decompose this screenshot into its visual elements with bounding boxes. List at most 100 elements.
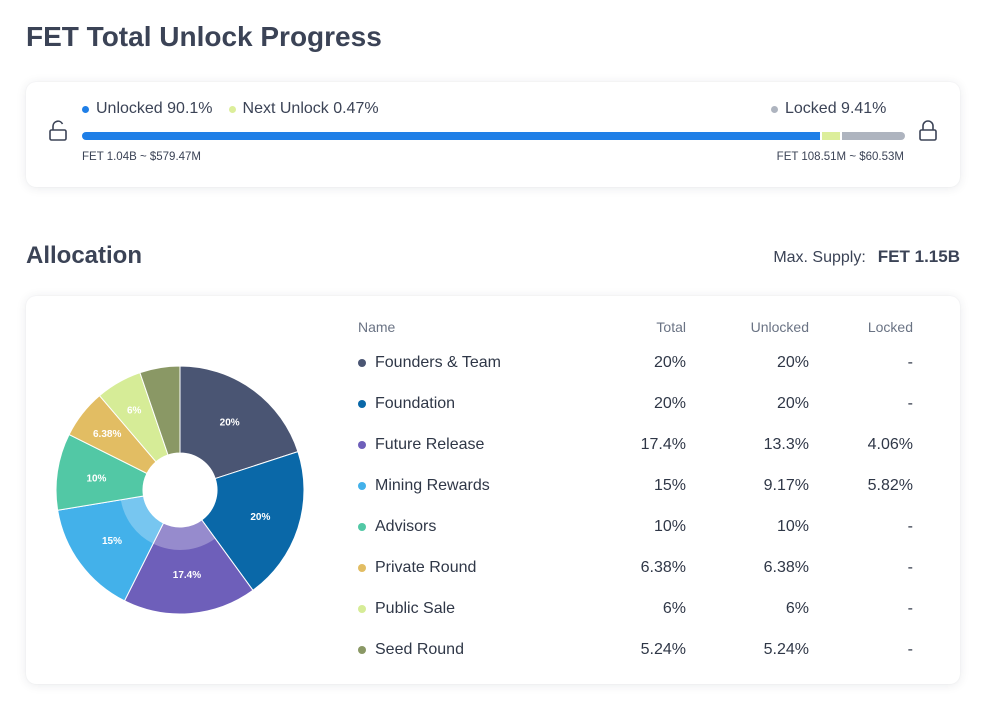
table-row[interactable]: Mining Rewards 15% 9.17% 5.82% xyxy=(358,465,918,506)
pie-locked-band xyxy=(120,496,164,544)
pie-slice-future-release[interactable] xyxy=(123,519,254,615)
row-name: Future Release xyxy=(375,435,485,453)
unlocked-amount: FET 1.04B ~ $579.47M xyxy=(82,151,202,163)
row-locked: 4.06% xyxy=(867,435,913,453)
row-name: Advisors xyxy=(375,517,437,535)
legend-unlocked-label: Unlocked 90.1% xyxy=(96,100,213,117)
pie-slice-mining-rewards[interactable] xyxy=(57,495,165,602)
color-swatch xyxy=(358,399,366,408)
table-row[interactable]: Private Round 6.38% 6.38% - xyxy=(358,547,918,588)
row-unlocked: 6% xyxy=(785,599,809,617)
row-name-cell: Private Round xyxy=(358,559,618,577)
unlock-progress-bar xyxy=(82,132,905,140)
table-row[interactable]: Advisors 10% 10% - xyxy=(358,506,918,547)
row-total: 6.38% xyxy=(640,558,686,576)
color-swatch xyxy=(358,563,366,572)
row-total: 17.4% xyxy=(640,435,686,453)
row-name-cell: Seed Round xyxy=(358,641,618,659)
color-swatch xyxy=(358,522,366,531)
row-total: 20% xyxy=(653,353,686,371)
locked-segment xyxy=(841,132,905,140)
color-swatch xyxy=(358,604,366,613)
row-locked: - xyxy=(907,353,913,371)
legend-locked: Locked 9.41% xyxy=(771,100,886,118)
color-swatch xyxy=(358,481,366,490)
row-unlocked: 20% xyxy=(776,394,809,412)
table-row[interactable]: Founders & Team 20% 20% - xyxy=(358,342,918,383)
table-row[interactable]: Public Sale 6% 6% - xyxy=(358,588,918,629)
progress-legend: Unlocked 90.1% Next Unlock 0.47% xyxy=(82,100,395,118)
row-total: 5.24% xyxy=(640,640,686,658)
allocation-table: Name Total Unlocked Locked Founders & Te… xyxy=(358,316,918,670)
row-total: 15% xyxy=(653,476,686,494)
table-row[interactable]: Foundation 20% 20% - xyxy=(358,383,918,424)
row-locked: 5.82% xyxy=(867,476,913,494)
unlocked-dot xyxy=(82,105,89,113)
row-total: 20% xyxy=(653,394,686,412)
row-total: 6% xyxy=(662,599,686,617)
header-unlocked: Unlocked xyxy=(750,319,809,335)
row-locked: - xyxy=(907,517,913,535)
row-total: 10% xyxy=(653,517,686,535)
legend-next-unlock-label: Next Unlock 0.47% xyxy=(242,100,379,117)
header-locked: Locked xyxy=(867,319,913,335)
locked-dot xyxy=(771,105,778,113)
progress-legend-locked: Locked 9.41% xyxy=(771,100,902,118)
unlocked-segment xyxy=(82,132,820,140)
pie-slice-foundation[interactable] xyxy=(201,451,305,591)
row-name-cell: Foundation xyxy=(358,395,618,413)
max-supply-label: Max. Supply: xyxy=(773,249,866,266)
pie-data-label: 6% xyxy=(127,406,142,417)
legend-next-unlock: Next Unlock 0.47% xyxy=(228,100,379,118)
row-unlocked: 10% xyxy=(776,517,809,535)
row-name-cell: Future Release xyxy=(358,436,618,454)
row-name-cell: Mining Rewards xyxy=(358,477,618,495)
table-header: Name Total Unlocked Locked xyxy=(358,316,918,338)
row-locked: - xyxy=(907,394,913,412)
unlock-progress-card: Unlocked 90.1% Next Unlock 0.47% Locked … xyxy=(26,82,960,187)
row-name: Public Sale xyxy=(375,599,456,617)
pie-locked-band xyxy=(153,519,216,550)
row-name-cell: Advisors xyxy=(358,518,618,536)
color-swatch xyxy=(358,440,366,449)
pie-data-label: 20% xyxy=(220,418,240,429)
allocation-pie-chart: 20% 20% 17.4% 15% 10% 6.38% 6% xyxy=(55,365,305,615)
row-unlocked: 9.17% xyxy=(763,476,809,494)
max-supply-value: FET 1.15B xyxy=(877,247,960,266)
unlocked-lock-icon xyxy=(49,120,67,141)
table-body: Founders & Team 20% 20% - Foundation 20% 20% - F… xyxy=(358,342,918,670)
pie-data-label: 17.4% xyxy=(173,570,201,581)
pie-slice-founders-team[interactable] xyxy=(179,365,299,480)
row-unlocked: 20% xyxy=(776,353,809,371)
row-name-cell: Founders & Team xyxy=(358,354,618,372)
row-name: Seed Round xyxy=(375,640,464,658)
next-unlock-dot xyxy=(228,105,236,113)
row-locked: - xyxy=(907,640,913,658)
color-swatch xyxy=(358,645,366,654)
row-unlocked: 13.3% xyxy=(763,435,809,453)
row-name: Mining Rewards xyxy=(375,476,490,494)
max-supply: Max. Supply: FET 1.15B xyxy=(773,247,960,267)
pie-data-label: 15% xyxy=(102,536,122,547)
row-locked: - xyxy=(907,558,913,576)
page-title: FET Total Unlock Progress xyxy=(26,21,382,52)
pie-data-label: 6.38% xyxy=(93,429,121,440)
table-row[interactable]: Seed Round 5.24% 5.24% - xyxy=(358,629,918,670)
pie-slice-seed-round[interactable] xyxy=(139,365,181,456)
table-row[interactable]: Future Release 17.4% 13.3% 4.06% xyxy=(358,424,918,465)
row-name: Founders & Team xyxy=(375,353,501,371)
pie-data-label: 10% xyxy=(86,473,106,484)
locked-amount: FET 108.51M ~ $60.53M xyxy=(776,151,904,163)
locked-lock-icon xyxy=(919,120,937,141)
next-unlock-segment xyxy=(821,132,840,140)
row-name: Foundation xyxy=(375,394,456,412)
row-unlocked: 6.38% xyxy=(763,558,809,576)
pie-data-label: 20% xyxy=(250,512,270,523)
allocation-card: 20% 20% 17.4% 15% 10% 6.38% 6% Name Total Unlo… xyxy=(26,296,960,684)
row-name: Private Round xyxy=(375,558,477,576)
row-name-cell: Public Sale xyxy=(358,600,618,618)
row-unlocked: 5.24% xyxy=(763,640,809,658)
header-total: Total xyxy=(656,319,686,335)
legend-locked-label: Locked 9.41% xyxy=(785,100,887,117)
header-name: Name xyxy=(358,319,396,335)
